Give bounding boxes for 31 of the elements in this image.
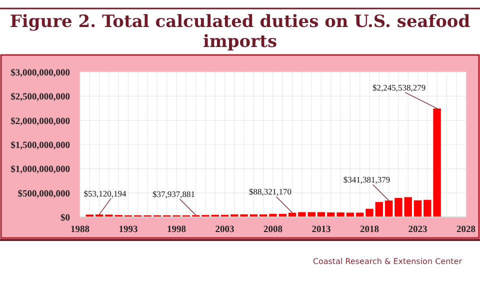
bar	[288, 212, 296, 217]
y-tick-label: $1,500,000,000	[10, 141, 70, 151]
data-label: $53,120,194	[84, 188, 127, 198]
bar	[384, 200, 393, 217]
x-tick-label: 1988	[70, 225, 90, 235]
y-tick-label: $2,000,000,000	[10, 116, 70, 127]
x-tick-label: 2023	[408, 225, 428, 235]
x-tick-label: 2028	[456, 225, 476, 235]
y-tick-label: $3,000,000,000	[10, 68, 70, 78]
x-tick-label: 2018	[360, 225, 380, 235]
data-label: $2,245,538,279	[372, 82, 426, 92]
x-tick-label: 2008	[264, 225, 283, 235]
y-tick-label: $0	[60, 214, 70, 224]
bar	[414, 200, 422, 217]
data-label: $341,381,379	[343, 174, 390, 184]
x-tick-label: 2013	[312, 225, 331, 235]
bar	[366, 208, 374, 217]
x-tick-label: 1998	[167, 225, 186, 235]
x-tick-label: 2003	[215, 225, 234, 235]
y-tick-label: $500,000,000	[18, 189, 70, 200]
chart-title: Figure 2. Total calculated duties on U.S. seafood imports	[10, 12, 470, 52]
y-tick-label: $2,500,000,000	[10, 92, 70, 103]
bar	[346, 212, 354, 217]
bar	[356, 212, 364, 217]
bar	[317, 212, 326, 217]
x-tick-label: 1993	[118, 225, 138, 235]
bar	[375, 202, 384, 217]
y-tick-label: $1,000,000,000	[10, 165, 70, 176]
data-label: $37,937,881	[152, 189, 196, 200]
data-label: $88,321,170	[249, 186, 292, 197]
text: Coastal Research & Extension Center	[312, 257, 463, 266]
